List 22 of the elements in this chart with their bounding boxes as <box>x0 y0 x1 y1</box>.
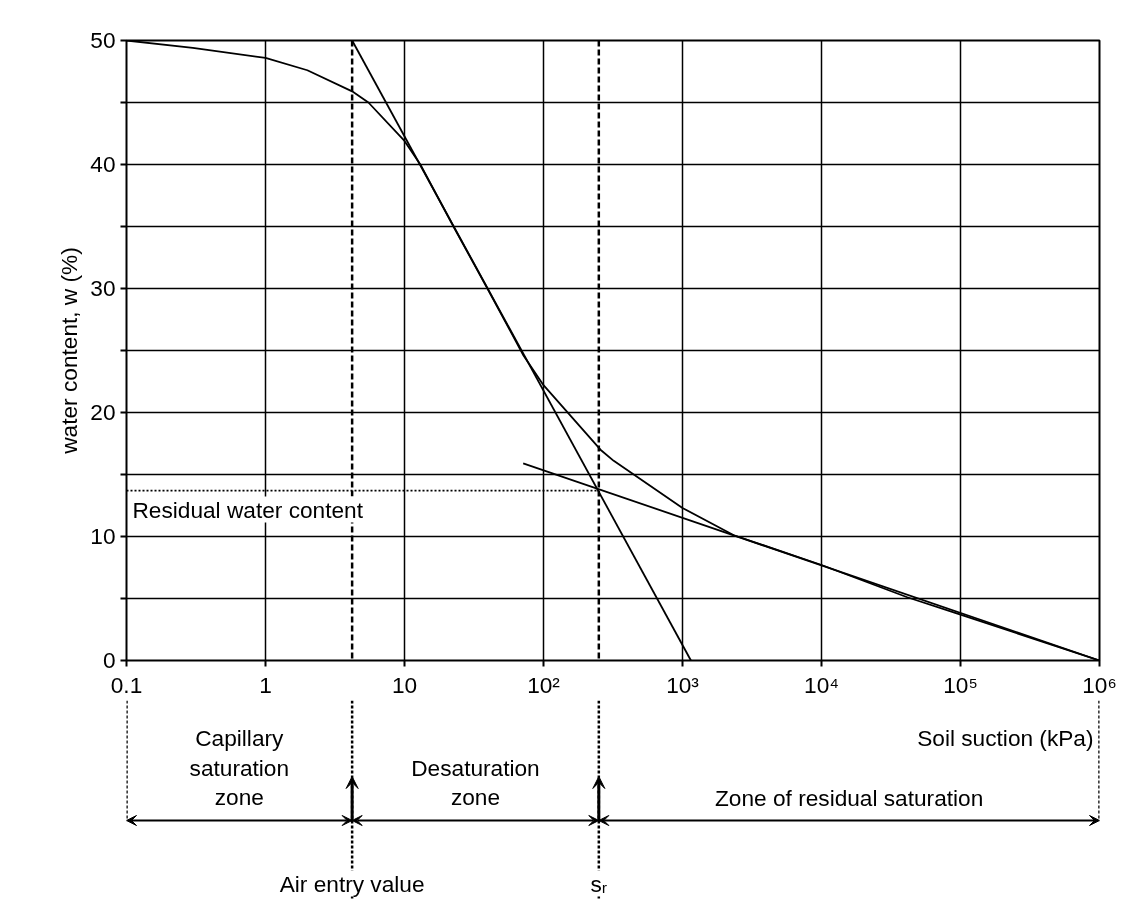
text: Capillary saturation zone <box>189 724 290 811</box>
y-tick-label: 10 <box>90 523 116 549</box>
annotation: Air entry value <box>279 870 425 897</box>
x-tick-label: 10⁴ <box>804 671 839 698</box>
y-axis-title: water content, w (%) <box>56 247 83 455</box>
x-axis-title: Soil suction (kPa) <box>917 724 1094 751</box>
x-tick-label: 1 <box>259 671 272 698</box>
x-tick-label: 10² <box>527 671 561 698</box>
y-tick-label: 50 <box>90 27 116 53</box>
annotation: sᵣ <box>590 870 608 897</box>
annotation: Residual water content <box>132 496 364 523</box>
text: Desaturation zone <box>411 754 540 811</box>
y-tick-label: 40 <box>90 151 116 177</box>
text: Zone of residual saturation <box>715 784 984 811</box>
y-tick-label: 20 <box>90 399 116 425</box>
x-tick-label: 0.1 <box>110 671 143 698</box>
x-tick-label: 10³ <box>666 671 700 698</box>
y-tick-label: 0 <box>102 647 116 673</box>
x-tick-label: 10 <box>391 671 418 698</box>
y-tick-label: 30 <box>90 275 116 301</box>
x-tick-label: 10⁵ <box>943 671 978 698</box>
x-tick-label: 10⁶ <box>1082 671 1117 698</box>
